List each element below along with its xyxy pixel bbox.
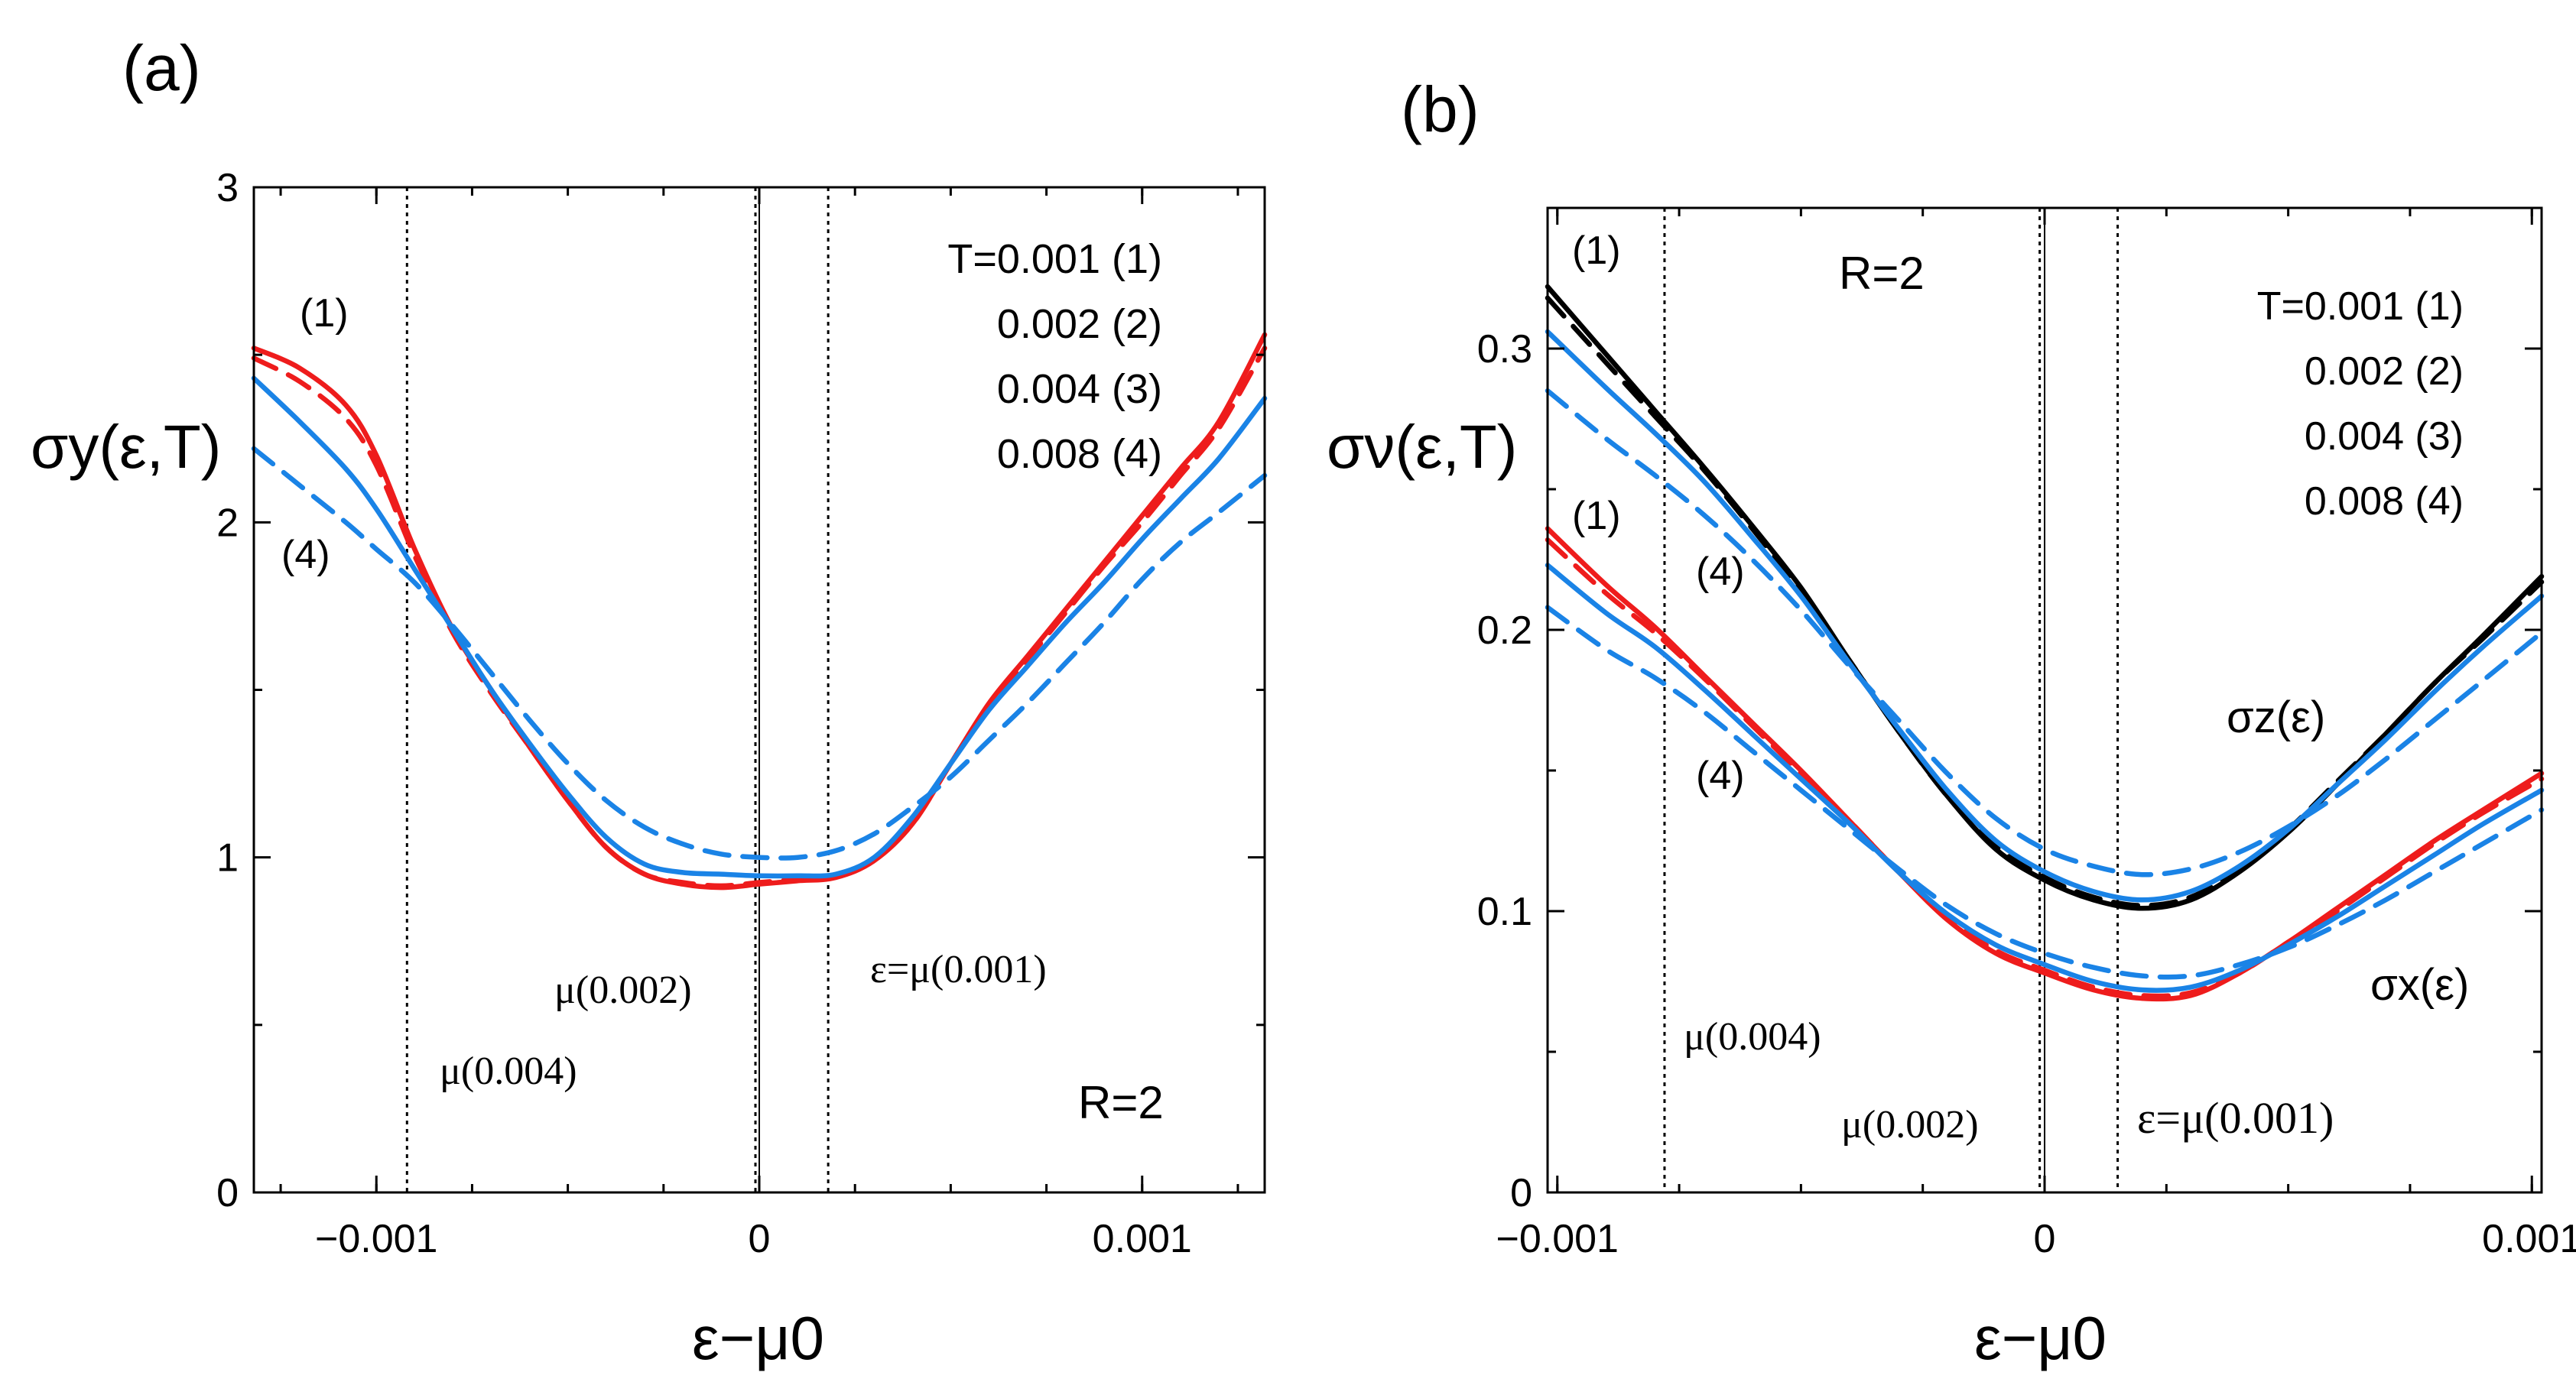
- panel-a-ytick-label-4: 3: [216, 166, 239, 210]
- panel-a-legend-entry-4: 0.008 (4): [997, 431, 1162, 477]
- panel-b-series-x-t0-004-solid: [1545, 563, 2545, 993]
- panel-b-legend-entry-2: 0.002 (2): [2305, 349, 2464, 394]
- panel-a-curves: [251, 332, 1268, 891]
- panel-a-series-t0-008-dashed: [251, 446, 1268, 861]
- panel-b-ytick-label-4: 0.3: [1477, 327, 1532, 371]
- panel-b-vlines: [1663, 208, 2120, 1192]
- panel-a-xtick-label-3: 0.001: [1093, 1217, 1192, 1261]
- panel-b-vline-label-mu0004: μ(0.004): [1684, 1015, 1821, 1059]
- panel-a-vlines: [405, 187, 830, 1192]
- panel-b-label: (b): [1401, 73, 1480, 145]
- panel-a-ytick-label-2: 1: [216, 836, 239, 881]
- panel-b-ylabel: σν(ε,T): [1327, 413, 1517, 481]
- panel-b-legend-entry-3: 0.004 (3): [2305, 414, 2464, 459]
- panel-a-curve-label-4: (4): [281, 533, 330, 577]
- panel-b-series-x-t0-008-dashed: [1545, 605, 2545, 980]
- panel-a: (a) −0.001 0 0.001 0 1 2 3 σy(ε,T) ε−μ0 T=0.00…: [31, 32, 1268, 1372]
- panel-b-curve-label-z4: (4): [1696, 550, 1745, 594]
- panel-a-legend-entry-1: T=0.001 (1): [947, 236, 1162, 282]
- panel-a-ylabel: σy(ε,T): [31, 413, 221, 481]
- panel-b-plot-frame: [1546, 206, 2543, 1194]
- panel-b-xtick-label-3: 0.001: [2482, 1217, 2576, 1261]
- panel-a-legend-entry-2: 0.002 (2): [997, 301, 1162, 347]
- panel-a-series-t0-004-solid: [251, 375, 1268, 879]
- panel-b-series-x-t0-002-dashed: [1545, 537, 2545, 999]
- panel-a-ytick-label-1: 0: [216, 1171, 239, 1215]
- panel-a-r-label: R=2: [1078, 1077, 1164, 1128]
- panel-a-vline-label-mu0004: μ(0.004): [440, 1049, 577, 1093]
- panel-b-curve-label-x1: (1): [1572, 494, 1621, 538]
- panel-b-xtick-label-1: −0.001: [1496, 1217, 1619, 1261]
- panel-b-ytick-label-1: 0: [1510, 1171, 1532, 1215]
- panel-b-xtick-label-2: 0: [2034, 1217, 2056, 1261]
- panel-b-legend-entry-4: 0.008 (4): [2305, 479, 2464, 524]
- panel-b-legend-entry-1: T=0.001 (1): [2257, 284, 2464, 329]
- panel-a-plot-frame: [252, 186, 1266, 1194]
- panel-a-curve-label-1: (1): [300, 291, 349, 336]
- panel-b-series-z-t0-004-solid: [1545, 329, 2545, 903]
- panel-b-vline-label-mu0002: μ(0.002): [1841, 1103, 1979, 1147]
- panel-b-curve-label-x4: (4): [1696, 754, 1745, 798]
- panel-b-group-label-sigma-z: σz(ε): [2227, 693, 2325, 742]
- panel-a-xtick-label-2: 0: [749, 1217, 771, 1261]
- panel-a-xtick-label-1: −0.001: [315, 1217, 438, 1261]
- panel-b-vline-label-mu0001: ε=μ(0.001): [2137, 1093, 2334, 1143]
- panel-a-series-t0-002-dashed: [251, 346, 1268, 889]
- panel-a-vline-label-mu0001: ε=μ(0.001): [870, 948, 1047, 991]
- panel-b-group-label-sigma-x: σx(ε): [2370, 960, 2469, 1010]
- panel-b-ytick-label-3: 0.2: [1477, 608, 1532, 653]
- panel-b-r-label: R=2: [1839, 248, 1925, 299]
- panel-b-curve-label-z1: (1): [1572, 229, 1621, 273]
- panel-b-xlabel: ε−μ0: [1974, 1304, 2107, 1372]
- panel-b-series-z-t0-002-dashed: [1545, 295, 2545, 908]
- panel-a-vline-label-mu0002: μ(0.002): [554, 968, 692, 1012]
- panel-a-xlabel: ε−μ0: [692, 1304, 824, 1372]
- panel-a-ticks: −0.001 0 0.001 0 1 2 3: [216, 166, 1265, 1261]
- panel-a-label: (a): [122, 32, 201, 104]
- panel-b-curves: [1545, 284, 2545, 1002]
- panel-b-series-z-t0-008-dashed: [1545, 388, 2545, 878]
- panel-b-ytick-label-2: 0.1: [1477, 890, 1532, 934]
- panel-a-ytick-label-3: 2: [216, 501, 239, 545]
- panel-a-legend-entry-3: 0.004 (3): [997, 366, 1162, 412]
